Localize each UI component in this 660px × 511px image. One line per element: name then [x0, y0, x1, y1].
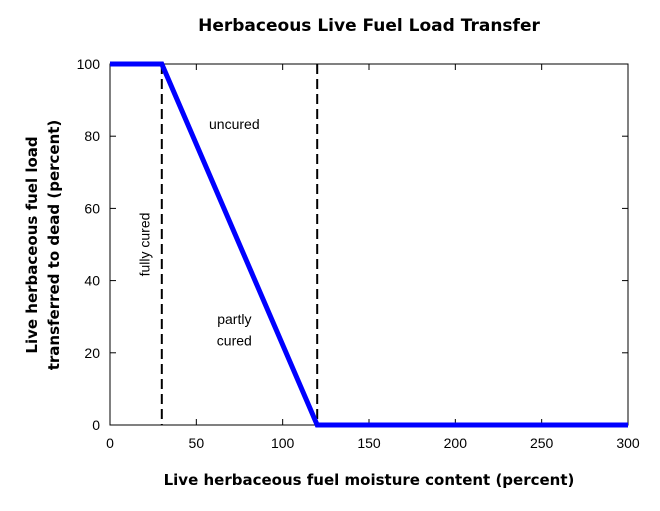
annotation-label: cured	[217, 333, 252, 349]
series-line	[110, 61, 628, 428]
y-tick-label: 40	[84, 273, 100, 289]
y-axis-label-line-1: Live herbaceous fuel load	[23, 136, 41, 353]
annotation-label: fully cured	[137, 213, 153, 277]
x-tick-label: 200	[444, 435, 468, 451]
x-tick-label: 150	[357, 435, 381, 451]
x-axis-label: Live herbaceous fuel moisture content (p…	[164, 471, 575, 489]
x-tick-label: 50	[189, 435, 205, 451]
y-tick-label: 0	[92, 417, 100, 433]
y-tick-label: 20	[84, 345, 100, 361]
y-tick-label: 100	[77, 56, 101, 72]
y-tick-label: 80	[84, 128, 100, 144]
annotation-label: uncured	[209, 116, 260, 132]
annotation-label: partly	[217, 311, 251, 327]
plot-area: 0 50 100 150 200 250 300 0 20 40 60 80 100 uncured par…	[77, 56, 640, 451]
x-tick-label: 0	[106, 435, 114, 451]
chart-title: Herbaceous Live Fuel Load Transfer	[198, 16, 540, 36]
y-tick-label: 60	[84, 200, 100, 216]
x-tick-label: 300	[616, 435, 640, 451]
x-tick-label: 100	[271, 435, 295, 451]
y-axis-label-line-2: transferred to dead (percent)	[45, 120, 63, 371]
x-tick-label: 250	[530, 435, 554, 451]
